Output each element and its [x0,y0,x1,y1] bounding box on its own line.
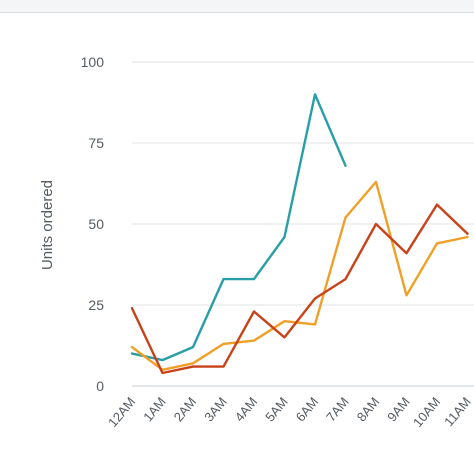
x-tick-label: 8AM [354,394,383,424]
x-tick-label: 3AM [201,394,230,424]
header-strip [0,0,474,13]
y-tick-label: 100 [81,54,105,70]
series-line-1 [130,93,347,362]
series-lines [130,93,469,375]
y-axis-label: Units ordered [39,180,56,270]
x-tick-label: 5AM [262,394,291,424]
x-tick-label: 9AM [384,394,413,424]
series-line-3 [130,203,469,375]
x-tick-label: 11AM [441,394,474,429]
x-tick-label: 1AM [140,394,169,424]
y-tick-label: 25 [88,297,104,313]
y-tick-label: 0 [96,378,104,394]
series-line-2 [130,180,469,371]
x-tick-label: 4AM [232,394,261,424]
x-tick-label: 12AM [105,394,138,430]
y-axis-ticks: 0 25 50 75 100 [81,54,105,394]
y-tick-label: 50 [88,216,104,232]
x-tick-label: 10AM [410,394,443,430]
x-tick-label: 6AM [293,394,322,424]
gridlines [132,61,474,387]
y-tick-label: 75 [88,135,104,151]
x-tick-label: 7AM [323,394,352,424]
x-tick-label: 2AM [171,394,200,424]
